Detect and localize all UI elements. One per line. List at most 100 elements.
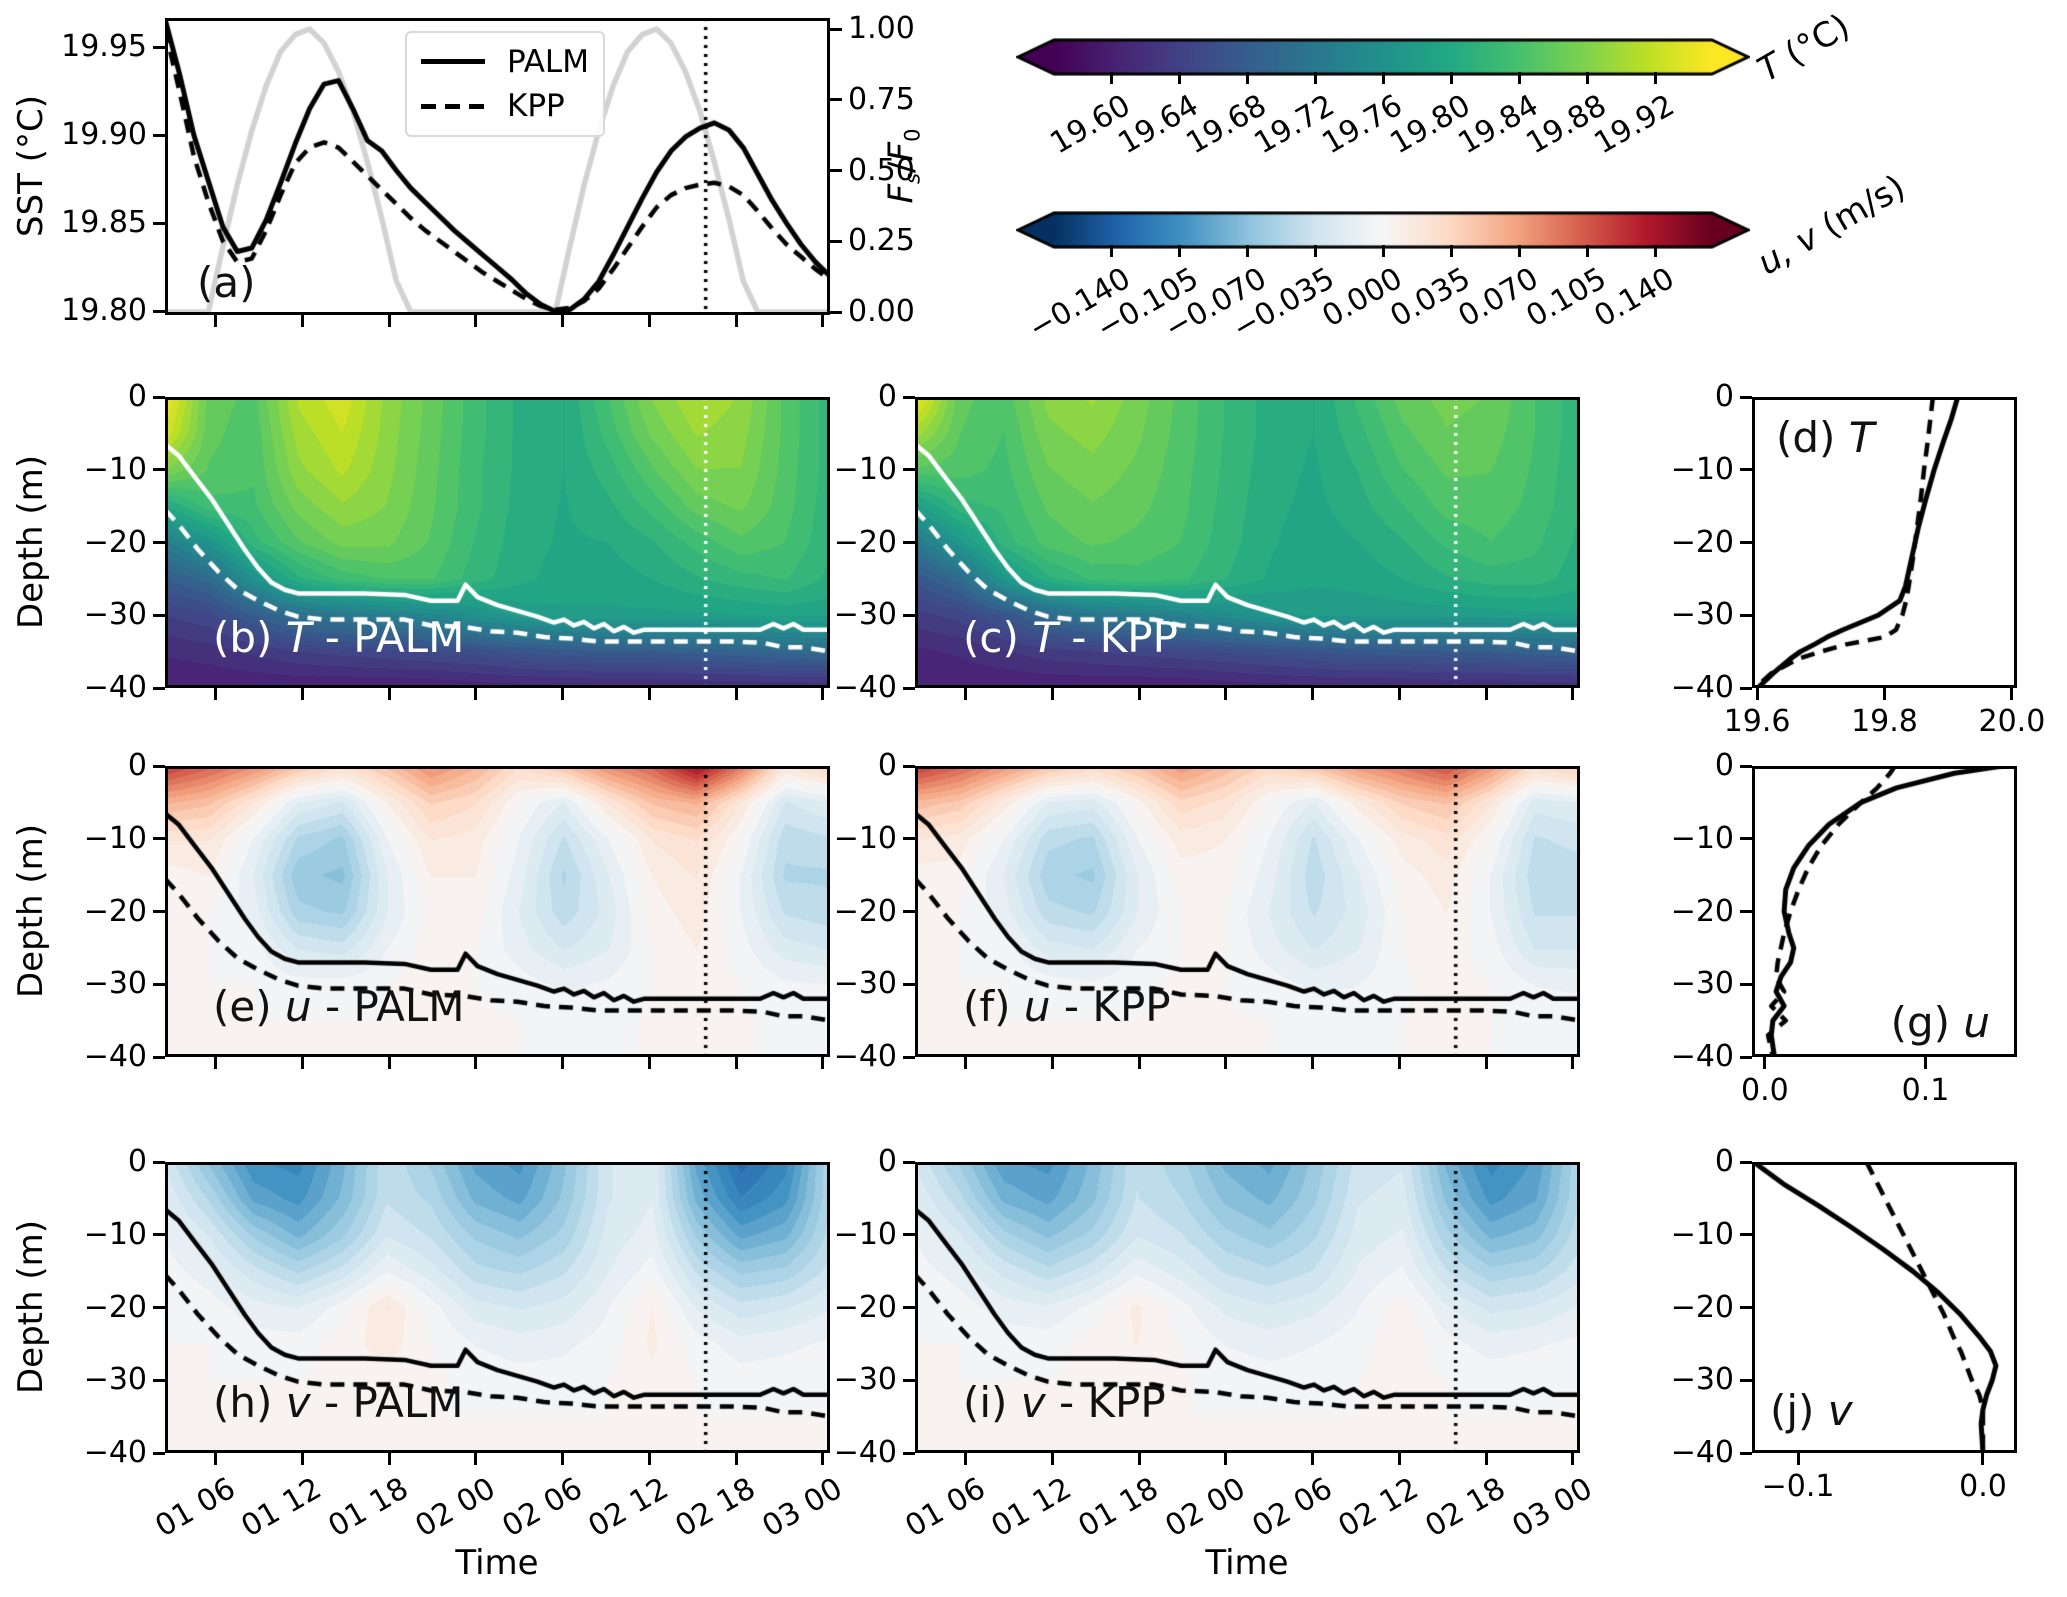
tick-mark bbox=[474, 315, 478, 327]
profile-x-tick-label: 0.0 bbox=[1740, 1073, 1789, 1108]
depth-tick-label: −20 bbox=[833, 893, 897, 929]
depth-tick-label: −30 bbox=[833, 1362, 897, 1398]
tick-mark bbox=[830, 98, 842, 102]
tick-mark bbox=[153, 1306, 165, 1309]
tick-mark bbox=[1923, 1057, 1927, 1069]
panel-i-letter: (i) bbox=[963, 1378, 1021, 1427]
forcing-tick-label: 0.50 bbox=[848, 152, 915, 188]
panel-f-u-velocity-kpp: (f) u - KPP bbox=[915, 766, 1580, 1057]
tick-mark bbox=[561, 688, 565, 700]
depth-tick-label: 0 bbox=[877, 1144, 897, 1179]
tick-mark bbox=[153, 910, 165, 913]
tick-mark bbox=[1740, 1160, 1752, 1164]
tick-mark bbox=[1449, 245, 1453, 257]
tick-mark bbox=[903, 1451, 915, 1455]
tick-mark bbox=[1311, 1453, 1315, 1465]
tick-mark bbox=[1740, 686, 1752, 690]
tick-mark bbox=[964, 1453, 968, 1465]
tick-mark bbox=[964, 1057, 968, 1069]
time-tick-label: 02 18 bbox=[1419, 1471, 1512, 1545]
depth-tick-label: 0 bbox=[877, 748, 897, 783]
cb1-title-units: (°C) bbox=[1768, 6, 1857, 80]
tick-mark bbox=[153, 221, 165, 225]
depth-tick-label: −10 bbox=[833, 451, 897, 487]
tick-mark bbox=[153, 837, 165, 841]
tick-mark bbox=[1484, 688, 1488, 700]
tick-mark bbox=[903, 837, 915, 841]
depth-tick-label: −20 bbox=[83, 1289, 147, 1325]
velocity-colorbar bbox=[1016, 211, 1750, 249]
panel-c-model: - KPP bbox=[1057, 613, 1178, 662]
cb2-title-units: (m/s) bbox=[1805, 167, 1913, 252]
panel-e-canvas bbox=[165, 766, 830, 1057]
sst-axis-title-text: SST (°C) bbox=[11, 94, 51, 238]
depth-axis-title-row4: Depth (m) bbox=[11, 1220, 51, 1394]
tick-mark bbox=[1740, 541, 1752, 544]
panel-h-var: v bbox=[285, 1378, 311, 1427]
time-tick-label: 01 12 bbox=[985, 1471, 1078, 1545]
tick-mark bbox=[214, 688, 218, 700]
tick-mark bbox=[1740, 837, 1752, 841]
depth-tick-label: 0 bbox=[1714, 379, 1734, 414]
tick-mark bbox=[1137, 688, 1141, 700]
depth-tick-label: −40 bbox=[83, 1435, 147, 1470]
depth-tick-label: −10 bbox=[1670, 820, 1734, 856]
panel-c-temperature-kpp: (c) T - KPP bbox=[915, 397, 1580, 688]
tick-mark bbox=[1381, 72, 1385, 84]
tick-mark bbox=[153, 1451, 165, 1455]
tick-mark bbox=[153, 395, 165, 399]
panel-d-var: T bbox=[1848, 413, 1875, 462]
depth-tick-label: −10 bbox=[1670, 451, 1734, 487]
depth-tick-label: −30 bbox=[1670, 597, 1734, 633]
tick-mark bbox=[153, 982, 165, 986]
tick-mark bbox=[903, 1233, 915, 1237]
profile-x-tick-label: 20.0 bbox=[1978, 704, 2046, 739]
panel-h-v-velocity-palm: (h) v - PALM bbox=[165, 1162, 830, 1453]
tick-mark bbox=[1311, 1057, 1315, 1069]
tick-mark bbox=[1245, 72, 1249, 84]
f0-symbol: F bbox=[881, 141, 922, 162]
panel-a-label: (a) bbox=[197, 258, 256, 307]
depth-tick-label: −30 bbox=[83, 597, 147, 633]
panel-j-letter: (j) bbox=[1770, 1386, 1828, 1435]
depth-tick-label: −40 bbox=[833, 1435, 897, 1470]
tick-mark bbox=[1653, 72, 1657, 84]
tick-mark bbox=[1571, 1057, 1575, 1069]
tick-mark bbox=[1571, 1453, 1575, 1465]
tick-mark bbox=[1585, 245, 1589, 257]
tick-mark bbox=[1755, 688, 1759, 700]
forcing-tick-label: 0.00 bbox=[848, 294, 915, 329]
panel-h-letter: (h) bbox=[213, 1378, 286, 1427]
panel-d-temperature-profile: (d) T bbox=[1752, 397, 2017, 688]
tick-mark bbox=[214, 1453, 218, 1465]
depth-tick-label: −30 bbox=[83, 966, 147, 1002]
tick-mark bbox=[821, 1453, 825, 1465]
tick-mark bbox=[830, 27, 842, 31]
tick-mark bbox=[1224, 1453, 1228, 1465]
tick-mark bbox=[1740, 1378, 1752, 1382]
tick-mark bbox=[1740, 910, 1752, 913]
tick-mark bbox=[153, 1055, 165, 1059]
sst-tick-label: 19.80 bbox=[61, 293, 147, 329]
depth-tick-label: −20 bbox=[83, 893, 147, 929]
tick-mark bbox=[1740, 1306, 1752, 1309]
depth-tick-label: 0 bbox=[1714, 1144, 1734, 1179]
tick-mark bbox=[1981, 1453, 1985, 1465]
temperature-colorbar bbox=[1016, 38, 1750, 76]
sst-tick-label: 19.90 bbox=[61, 117, 147, 153]
depth-tick-label: −40 bbox=[1670, 1039, 1734, 1074]
f-slash: / bbox=[881, 161, 922, 173]
forcing-tick-label: 1.00 bbox=[848, 11, 915, 46]
tick-mark bbox=[1517, 245, 1521, 257]
tick-mark bbox=[1137, 1453, 1141, 1465]
tick-mark bbox=[903, 1160, 915, 1164]
tick-mark bbox=[2010, 688, 2014, 700]
depth-tick-label: −30 bbox=[833, 966, 897, 1002]
velocity-colorbar-title: u, v (m/s) bbox=[1751, 167, 1913, 285]
profile-x-tick-label: 0.0 bbox=[1959, 1469, 2007, 1504]
tick-mark bbox=[474, 1453, 478, 1465]
panel-b-label: (b) T - PALM bbox=[213, 613, 464, 662]
time-title-text: Time bbox=[455, 1543, 539, 1583]
tick-mark bbox=[1397, 1057, 1401, 1069]
panel-d-canvas bbox=[1752, 397, 2017, 688]
